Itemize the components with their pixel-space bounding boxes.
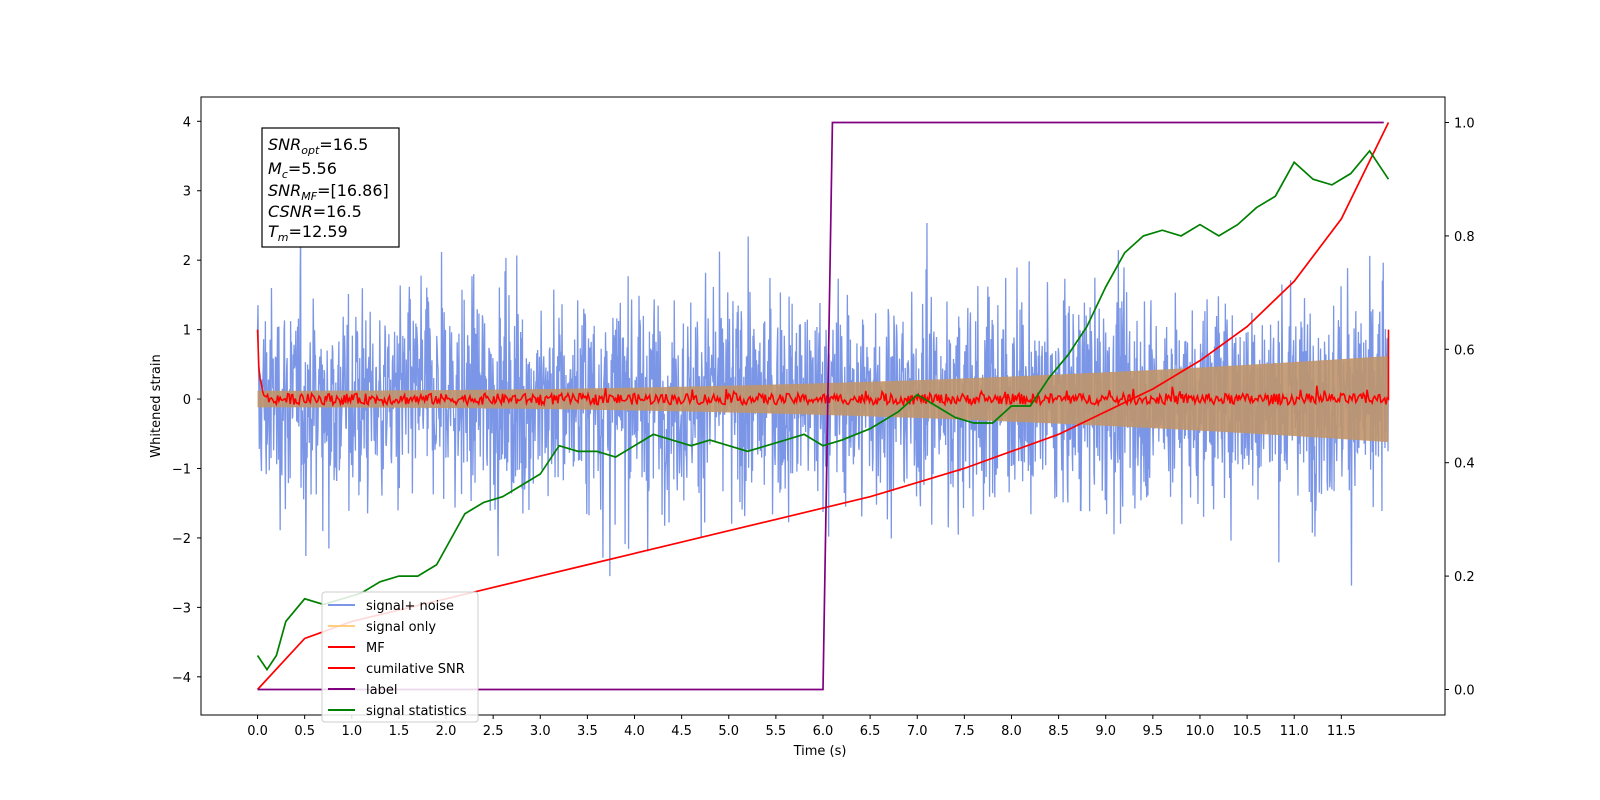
snr-opt-subscript: opt: [301, 144, 320, 157]
mc-text: Mc=5.56: [268, 159, 337, 181]
y-right-tick-label: 1.0: [1454, 117, 1475, 132]
x-axis-title: Time (s): [793, 744, 847, 759]
y-tick-label: 4: [183, 115, 191, 130]
csnr-symbol: CSNR: [268, 202, 313, 221]
y-tick-label: 0: [183, 393, 191, 408]
x-tick-label: 0.5: [294, 724, 315, 739]
csnr-text: CSNR=16.5: [268, 202, 362, 221]
snr-opt-text: SNRopt=16.5: [268, 135, 368, 157]
stats-info-box: SNRopt=16.5 Mc=5.56 SNRMF=[16.86] CSNR=1…: [261, 127, 400, 248]
series-mf: [256, 329, 1390, 408]
snr-opt-value: =16.5: [319, 135, 368, 154]
tm-subscript: m: [278, 231, 289, 244]
x-tick-label: 10.5: [1233, 724, 1262, 739]
x-tick-label: 2.0: [436, 724, 457, 739]
snr-mf-symbol: SNR: [268, 181, 301, 200]
series-signal-only: [257, 356, 1389, 443]
series-signal-statistics: [256, 149, 1390, 672]
snr-mf-subscript: MF: [301, 190, 317, 203]
y-tick-label: 2: [183, 254, 191, 269]
y-tick-label: 1: [183, 324, 191, 339]
mc-symbol: M: [268, 159, 282, 178]
x-tick-label: 10.0: [1185, 724, 1214, 739]
legend-label: MF: [366, 641, 385, 656]
y-right-tick-label: 0.4: [1454, 457, 1475, 472]
legend-frame: [321, 591, 479, 723]
snr-mf-value: =[16.86]: [317, 181, 389, 200]
y-right-tick-label: 0.8: [1454, 230, 1475, 245]
legend-label: cumilative SNR: [366, 662, 465, 677]
legend: signal+ noise signal only MF cumilative SNR…: [321, 591, 479, 723]
y-right-tick-label: 0.0: [1454, 683, 1475, 698]
snr-mf-text: SNRMF=[16.86]: [268, 181, 389, 203]
axes: 0.0 0.5 1.0 1.5 2.0 2.5 3.0 3.5 4.0 4.5 5.0 5.5 6.0 6…: [172, 115, 1475, 739]
stats-info-frame: [261, 127, 400, 248]
x-tick-label: 7.5: [954, 724, 975, 739]
mc-subscript: c: [282, 168, 288, 181]
legend-label: signal statistics: [366, 704, 467, 719]
y-tick-label: −2: [172, 532, 191, 547]
x-tick-label: 11.5: [1327, 724, 1356, 739]
x-tick-label: 1.5: [389, 724, 410, 739]
y-right-tick-label: 0.2: [1454, 570, 1475, 585]
y-axis-title: Whitened strain: [149, 354, 164, 457]
x-tick-label: 6.5: [860, 724, 881, 739]
legend-label: label: [366, 683, 397, 698]
x-tick-label: 5.5: [766, 724, 787, 739]
x-tick-label: 1.0: [341, 724, 362, 739]
x-tick-label: 6.0: [813, 724, 834, 739]
tm-symbol: T: [268, 222, 279, 241]
y-tick-label: −3: [172, 601, 191, 616]
x-tick-label: 3.0: [530, 724, 551, 739]
x-tick-label: 8.0: [1001, 724, 1022, 739]
x-tick-label: 11.0: [1280, 724, 1309, 739]
x-tick-label: 9.0: [1095, 724, 1116, 739]
x-tick-label: 3.5: [577, 724, 598, 739]
legend-label: signal only: [366, 620, 436, 635]
csnr-value: =16.5: [313, 202, 362, 221]
legend-label: signal+ noise: [366, 599, 454, 614]
tm-text: Tm=12.59: [268, 222, 348, 244]
y-right-tick-label: 0.6: [1454, 343, 1475, 358]
series-label: [257, 121, 1384, 691]
x-tick-label: 9.5: [1143, 724, 1164, 739]
tm-value: =12.59: [289, 222, 348, 241]
x-tick-label: 0.0: [247, 724, 268, 739]
x-tick-label: 8.5: [1048, 724, 1069, 739]
x-tick-label: 2.5: [483, 724, 504, 739]
y-tick-label: −4: [172, 671, 191, 686]
x-tick-label: 4.5: [671, 724, 692, 739]
x-tick-label: 5.0: [718, 724, 739, 739]
x-tick-label: 4.0: [624, 724, 645, 739]
mc-value: =5.56: [288, 159, 337, 178]
y-tick-label: −1: [172, 462, 191, 477]
x-tick-label: 7.0: [907, 724, 928, 739]
y-tick-label: 3: [183, 185, 191, 200]
snr-opt-symbol: SNR: [268, 135, 301, 154]
